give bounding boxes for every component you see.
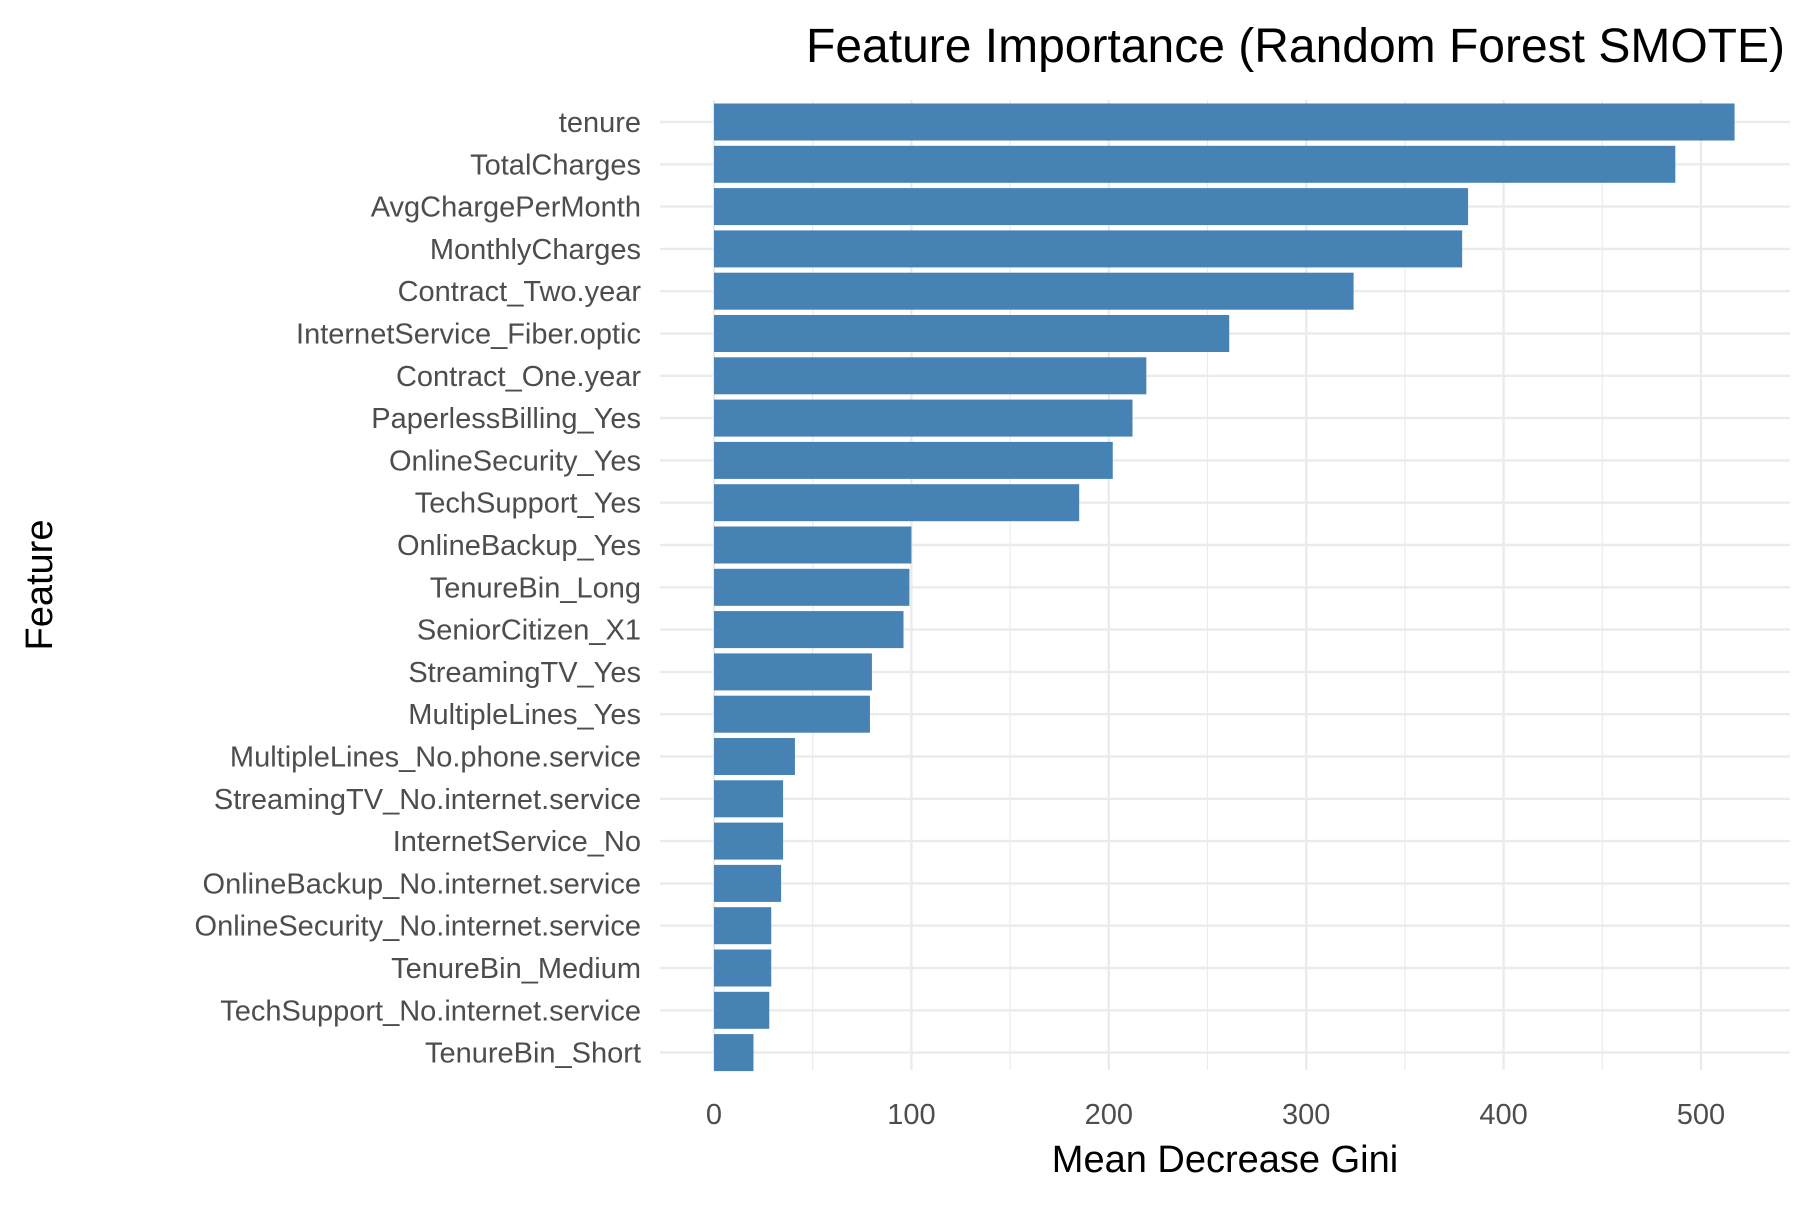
bar-StreamingTV_No.internet.service [714, 780, 784, 818]
y-tick-label: TenureBin_Short [425, 1038, 641, 1070]
chart-title: Feature Importance (Random Forest SMOTE) [806, 20, 1785, 73]
y-tick-label: OnlineBackup_No.internet.service [203, 868, 641, 900]
bar-InternetService_Fiber.optic [714, 315, 1230, 352]
y-tick-label: StreamingTV_No.internet.service [214, 784, 641, 816]
bar-OnlineBackup_No.internet.service [714, 864, 782, 902]
bar-tenure [714, 103, 1735, 141]
bar-Contract_Two.year [714, 272, 1354, 310]
y-tick-label: TenureBin_Medium [391, 953, 641, 985]
x-tick-label: 0 [706, 1099, 722, 1131]
x-tick-labels: 0 100 200 300 400 500 [706, 1099, 1725, 1131]
y-tick-label: TenureBin_Long [430, 572, 641, 604]
y-tick-label: Contract_One.year [396, 361, 641, 393]
bar-SeniorCitizen_X1 [714, 611, 904, 649]
y-tick-label: tenure [559, 107, 641, 139]
bar-MonthlyCharges [714, 230, 1463, 268]
y-tick-label: TechSupport_No.internet.service [220, 995, 641, 1027]
bar-PaperlessBilling_Yes [714, 399, 1133, 437]
y-tick-label: SeniorCitizen_X1 [417, 615, 641, 647]
y-tick-label: TechSupport_Yes [415, 488, 641, 520]
y-tick-label: InternetService_Fiber.optic [296, 319, 641, 351]
y-tick-label: TotalCharges [470, 149, 641, 181]
y-tick-label: AvgChargePerMonth [371, 192, 641, 224]
y-tick-labels: tenure TotalCharges AvgChargePerMonth Month… [195, 107, 642, 1070]
y-tick-label: StreamingTV_Yes [408, 657, 641, 689]
bar-TechSupport_Yes [714, 484, 1080, 522]
y-tick-label: OnlineSecurity_No.internet.service [195, 911, 641, 943]
y-tick-label: MultipleLines_Yes [408, 699, 641, 731]
bar-OnlineBackup_Yes [714, 526, 912, 564]
bar-InternetService_No [714, 822, 784, 860]
bars [714, 103, 1735, 1072]
y-tick-label: PaperlessBilling_Yes [371, 403, 641, 435]
bar-OnlineSecurity_No.internet.service [714, 907, 772, 945]
y-tick-label: Contract_Two.year [398, 276, 642, 308]
x-tick-label: 200 [1085, 1099, 1133, 1131]
bar-Contract_One.year [714, 357, 1147, 395]
bar-TotalCharges [714, 145, 1676, 183]
bar-StreamingTV_Yes [714, 653, 872, 691]
y-tick-label: OnlineSecurity_Yes [389, 445, 641, 477]
y-tick-label: InternetService_No [393, 826, 641, 858]
bar-MultipleLines_Yes [714, 695, 870, 733]
bar-TenureBin_Medium [714, 949, 772, 987]
bar-MultipleLines_No.phone.service [714, 738, 795, 775]
bar-TenureBin_Short [714, 1034, 754, 1072]
y-axis-title: Feature [19, 520, 61, 651]
bar-AvgChargePerMonth [714, 188, 1469, 226]
y-tick-label: MonthlyCharges [430, 234, 641, 266]
bar-OnlineSecurity_Yes [714, 441, 1113, 479]
x-tick-label: 500 [1677, 1099, 1725, 1131]
bar-TechSupport_No.internet.service [714, 991, 770, 1029]
y-tick-label: MultipleLines_No.phone.service [230, 742, 641, 774]
x-axis-title: Mean Decrease Gini [1052, 1139, 1398, 1181]
x-tick-label: 400 [1479, 1099, 1527, 1131]
x-tick-label: 100 [887, 1099, 935, 1131]
bar-TenureBin_Long [714, 568, 910, 606]
x-tick-label: 300 [1282, 1099, 1330, 1131]
y-tick-label: OnlineBackup_Yes [397, 530, 641, 562]
